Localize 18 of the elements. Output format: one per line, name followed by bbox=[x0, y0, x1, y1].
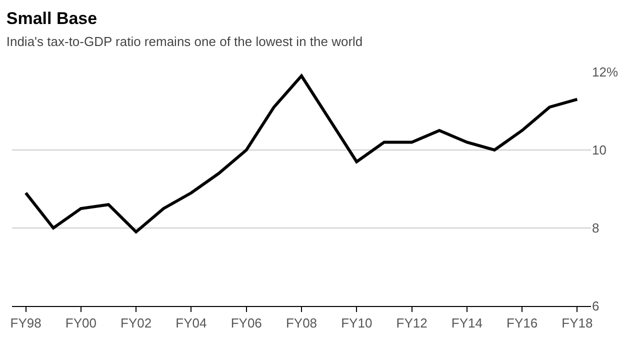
y-tick-label: 10 bbox=[592, 142, 606, 158]
line-series bbox=[24, 74, 579, 234]
y-tick-label: 8 bbox=[592, 220, 600, 236]
x-tick-label: FY06 bbox=[230, 316, 262, 331]
chart-title: Small Base bbox=[6, 8, 98, 28]
x-tick-label: FY10 bbox=[341, 316, 372, 331]
x-tick-label: FY14 bbox=[451, 316, 482, 331]
x-tick-label: FY00 bbox=[65, 316, 96, 331]
x-tick-label: FY18 bbox=[562, 316, 593, 331]
x-tick-label: FY08 bbox=[286, 316, 318, 331]
x-tick-label: FY16 bbox=[506, 316, 538, 331]
x-tick-label: FY02 bbox=[120, 316, 152, 331]
x-tick-label: FY98 bbox=[10, 316, 42, 331]
chart-subtitle: India's tax-to-GDP ratio remains one of the lowest in the world bbox=[6, 34, 363, 49]
x-tick-label: FY12 bbox=[396, 316, 428, 331]
x-tick-label: FY04 bbox=[176, 316, 207, 331]
y-tick-label: 12% bbox=[592, 64, 618, 80]
y-tick-label: 6 bbox=[592, 298, 600, 314]
